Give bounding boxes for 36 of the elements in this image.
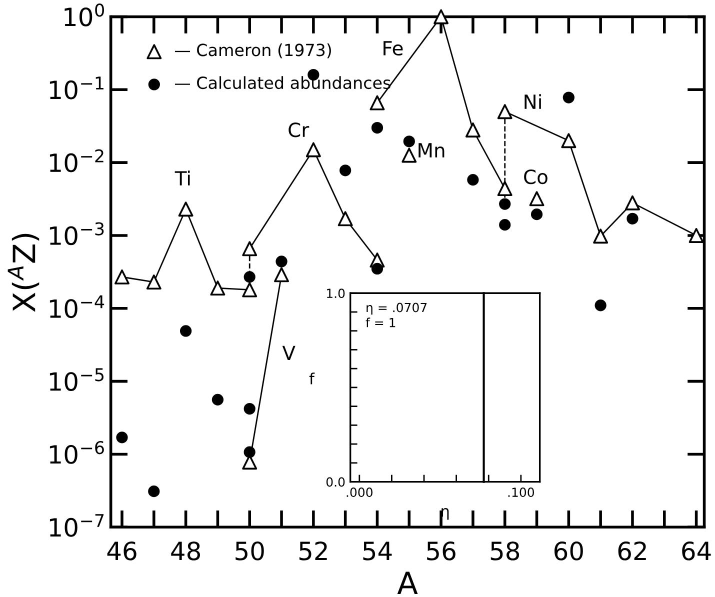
y-tick-label: 10$^{−3}$ xyxy=(50,222,104,246)
x-tick-label: 56 xyxy=(427,541,456,560)
annotation: η = .0707 xyxy=(366,302,427,315)
x-tick-label: 62 xyxy=(618,541,646,560)
x-axis-title: A xyxy=(397,572,418,594)
annotation: Cr xyxy=(288,122,310,138)
x-tick-label: 60 xyxy=(554,541,583,560)
annotation: Co xyxy=(524,169,548,184)
y-axis-title: X($^{A}$Z) xyxy=(8,234,40,312)
y-tick-label: 10$^{−5}$ xyxy=(50,368,104,391)
y-tick-label: 10$^{−4}$ xyxy=(50,295,104,318)
legend-label: — Cameron (1973) xyxy=(174,43,331,58)
x-tick-label: .100 xyxy=(508,488,534,498)
x-tick-label: 64 xyxy=(682,541,711,560)
annotation: f = 1 xyxy=(366,318,396,328)
legend-label: — Calculated abundances xyxy=(174,76,390,90)
x-tick-label: 54 xyxy=(363,542,392,560)
y-tick-label: 0.0 xyxy=(326,477,345,487)
y-tick-label: 10$^{0}$ xyxy=(64,3,104,26)
annotation: V xyxy=(282,346,296,360)
annotation: Ti xyxy=(174,170,190,186)
y-axis-title: f xyxy=(309,372,315,384)
x-tick-label: .000 xyxy=(346,488,372,498)
x-tick-label: 46 xyxy=(107,541,136,560)
y-tick-label: 10$^{−6}$ xyxy=(50,440,104,464)
x-tick-label: 48 xyxy=(171,541,200,560)
y-tick-label: 10$^{−1}$ xyxy=(50,76,104,100)
y-tick-label: 10$^{−7}$ xyxy=(50,514,104,537)
annotation: Mn xyxy=(418,143,444,158)
y-tick-label: 1.0 xyxy=(326,288,345,298)
y-tick-label: 10$^{−2}$ xyxy=(50,149,104,172)
x-tick-label: 58 xyxy=(490,541,520,560)
x-tick-label: 52 xyxy=(299,541,327,560)
x-tick-label: 50 xyxy=(236,541,264,560)
annotation: Ni xyxy=(524,94,541,109)
annotation: Fe xyxy=(384,41,403,56)
